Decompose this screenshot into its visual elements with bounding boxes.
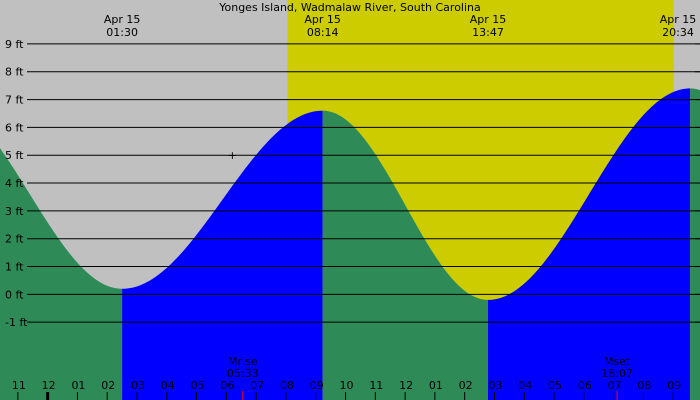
x-tick-label: 07	[608, 379, 622, 392]
x-tick-label: 01	[429, 379, 443, 392]
x-axis-ticks: 11 12 01 02 03 04 05 06 07 08 09 10 11 12 01 02 03 04 05 06…	[12, 379, 681, 400]
x-tick-label: 03	[131, 379, 145, 392]
extreme-date-label: Apr 15	[660, 13, 697, 26]
x-tick-label: 02	[101, 379, 115, 392]
chart-title: Yonges Island, Wadmalaw River, South Car…	[218, 1, 481, 14]
x-tick-label: 12	[399, 379, 413, 392]
x-tick-label: 08	[637, 379, 651, 392]
x-tick-label: 01	[71, 379, 85, 392]
moon-event-time: 05:33	[227, 367, 259, 380]
x-tick-label: 07	[250, 379, 264, 392]
current-level-marker: +	[228, 149, 237, 162]
x-tick-label: 05	[191, 379, 205, 392]
y-tick-label: 9 ft	[5, 38, 24, 51]
moon-event-label: Mset	[604, 355, 631, 368]
extreme-time-label: 01:30	[106, 26, 138, 39]
y-tick-label: 5 ft	[5, 149, 24, 162]
x-tick-label: 06	[578, 379, 592, 392]
y-tick-label: -1 ft	[5, 316, 28, 329]
y-tick-label: 8 ft	[5, 66, 24, 79]
y-tick-label: 3 ft	[5, 205, 24, 218]
grid-layer: +	[27, 43, 700, 323]
y-axis-ticks: -1 ft 0 ft 1 ft 2 ft 3 ft 4 ft 5 ft 6 ft 7 ft 8 f…	[5, 38, 28, 329]
x-tick-label: 05	[548, 379, 562, 392]
moon-event-time: 18:07	[601, 367, 633, 380]
extreme-time-label: 20:34	[662, 26, 694, 39]
x-tick-label: 02	[459, 379, 473, 392]
x-tick-label: 09	[310, 379, 324, 392]
y-tick-label: 2 ft	[5, 233, 24, 246]
extreme-time-label: 13:47	[472, 26, 504, 39]
x-tick-label: 04	[518, 379, 532, 392]
falling-tide-segment	[690, 88, 700, 400]
x-tick-label: 11	[12, 379, 26, 392]
y-tick-label: 4 ft	[5, 177, 24, 190]
x-tick-label: 08	[280, 379, 294, 392]
y-tick-label: 0 ft	[5, 288, 24, 301]
moon-event-label: Mrise	[228, 355, 258, 368]
x-tick-label: 06	[220, 379, 234, 392]
y-tick-label: 1 ft	[5, 261, 24, 274]
x-tick-label: 09	[667, 379, 681, 392]
extreme-date-label: Apr 15	[304, 13, 341, 26]
x-tick-label: 03	[488, 379, 502, 392]
x-tick-label: 10	[340, 379, 354, 392]
extreme-time-label: 08:14	[307, 26, 339, 39]
extreme-date-label: Apr 15	[104, 13, 141, 26]
y-tick-label: 6 ft	[5, 121, 24, 134]
x-tick-label: 12	[42, 379, 56, 392]
x-tick-label: 11	[369, 379, 383, 392]
extreme-date-label: Apr 15	[470, 13, 507, 26]
y-tick-label: 7 ft	[5, 94, 24, 107]
x-tick-label: 04	[161, 379, 175, 392]
